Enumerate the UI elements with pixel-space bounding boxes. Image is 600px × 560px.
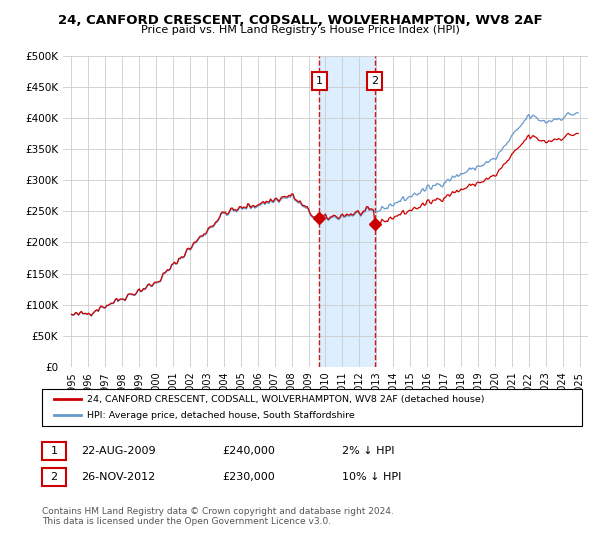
Text: HPI: Average price, detached house, South Staffordshire: HPI: Average price, detached house, Sout… xyxy=(87,411,355,420)
Text: 10% ↓ HPI: 10% ↓ HPI xyxy=(342,472,401,482)
Text: 24, CANFORD CRESCENT, CODSALL, WOLVERHAMPTON, WV8 2AF: 24, CANFORD CRESCENT, CODSALL, WOLVERHAM… xyxy=(58,14,542,27)
Text: 22-AUG-2009: 22-AUG-2009 xyxy=(81,446,155,456)
Text: Contains HM Land Registry data © Crown copyright and database right 2024.
This d: Contains HM Land Registry data © Crown c… xyxy=(42,507,394,526)
Text: 2% ↓ HPI: 2% ↓ HPI xyxy=(342,446,395,456)
Text: 24, CANFORD CRESCENT, CODSALL, WOLVERHAMPTON, WV8 2AF (detached house): 24, CANFORD CRESCENT, CODSALL, WOLVERHAM… xyxy=(87,395,485,404)
Text: 1: 1 xyxy=(316,76,323,86)
Text: £240,000: £240,000 xyxy=(222,446,275,456)
Text: 1: 1 xyxy=(50,446,58,456)
Text: Price paid vs. HM Land Registry's House Price Index (HPI): Price paid vs. HM Land Registry's House … xyxy=(140,25,460,35)
Text: 2: 2 xyxy=(50,472,58,482)
Text: 26-NOV-2012: 26-NOV-2012 xyxy=(81,472,155,482)
Bar xyxy=(563,56,588,367)
Bar xyxy=(319,56,374,367)
Text: £230,000: £230,000 xyxy=(222,472,275,482)
Text: 2: 2 xyxy=(371,76,378,86)
